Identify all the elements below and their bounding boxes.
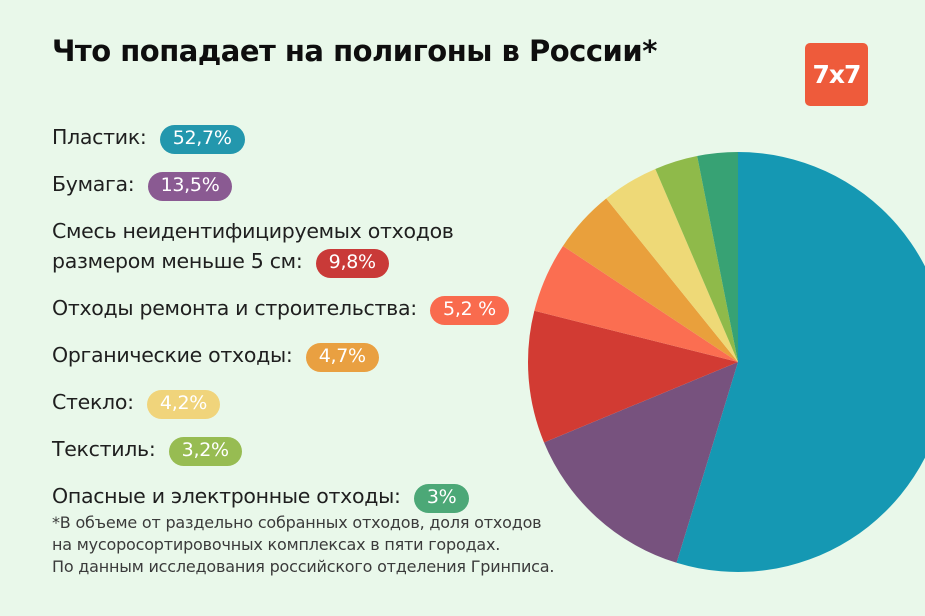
footnote: *В объеме от раздельно собранных отходов… [52,512,554,578]
pie-slice-4 [534,245,738,362]
footnote-line: По данным исследования российского отдел… [52,557,555,576]
pie-slice-2 [544,362,738,563]
legend-row: Органические отходы: 4,7% [52,340,557,372]
pie-slice-1 [676,152,925,572]
legend-row: Смесь неидентифицируемых отходов размеро… [52,216,484,278]
legend-label: Опасные и электронные отходы: [52,484,401,508]
legend-row: Текстиль: 3,2% [52,434,557,466]
legend-row: Пластик: 52,7% [52,122,557,154]
legend: Пластик: 52,7% Бумага: 13,5% Смесь неиде… [52,122,557,528]
percent-badge: 9,8% [315,249,389,278]
legend-row: Отходы ремонта и строительства: 5,2 % [52,293,557,325]
page-title: Что попадает на полигоны в России* [52,34,657,68]
footnote-line: *В объеме от раздельно собранных отходов… [52,513,542,532]
percent-badge: 13,5% [147,172,233,201]
logo-text: 7x7 [812,60,862,89]
pie-slice-5 [562,198,738,362]
legend-row: Опасные и электронные отходы: 3% [52,481,557,513]
legend-label: Бумага: [52,172,135,196]
percent-badge: 4,2% [146,390,220,419]
legend-row: Стекло: 4,2% [52,387,557,419]
legend-label: Смесь неидентифицируемых отходов размеро… [52,219,454,273]
legend-label: Стекло: [52,390,134,414]
pie-slice-3 [528,310,738,443]
percent-badge: 52,7% [159,125,245,154]
pie-slice-6 [606,168,738,362]
legend-row: Бумага: 13,5% [52,169,557,201]
footnote-line: на мусоросортировочных комплексах в пяти… [52,535,501,554]
logo-7x7: 7x7 [805,43,868,106]
legend-label: Текстиль: [52,437,156,461]
legend-label: Пластик: [52,125,147,149]
percent-badge: 4,7% [305,343,379,372]
percent-badge: 5,2 % [430,296,509,325]
percent-badge: 3,2% [168,437,242,466]
pie-slice-7 [655,156,738,362]
pie-slice-8 [697,152,738,362]
legend-label: Отходы ремонта и строительства: [52,296,417,320]
percent-badge: 3% [413,484,470,513]
legend-label: Органические отходы: [52,343,293,367]
